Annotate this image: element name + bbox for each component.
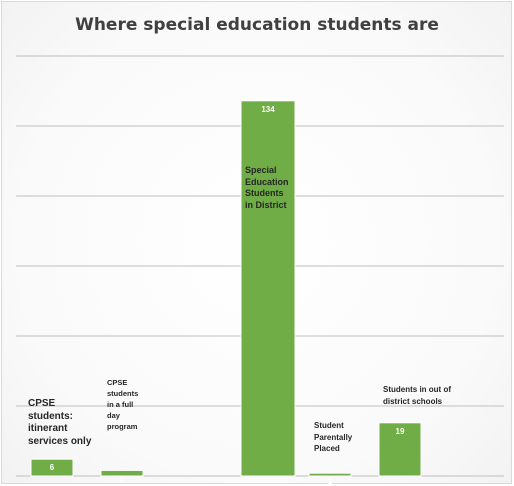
data-label-1: 2: [120, 474, 125, 483]
chart-title: Where special education students are: [75, 15, 439, 35]
data-label-3: 1: [328, 477, 333, 486]
data-label-4: 19: [396, 427, 405, 436]
bar-1: [100, 469, 144, 477]
category-label-out-of-district: Students in out of district schools: [383, 385, 451, 406]
category-label-parentally-placed: Student Parentally Placed: [314, 421, 353, 454]
category-label-cpse-itinerant: CPSE students: itinerant services only: [28, 398, 92, 447]
bar-4: [378, 422, 422, 477]
data-label-0: 6: [50, 463, 55, 472]
category-label-in-district: Special Education Students in District: [245, 165, 289, 211]
data-label-2: 134: [261, 105, 275, 114]
bar-2: [240, 100, 296, 477]
category-label-cpse-full-day: CPSE students in a full day program: [107, 378, 139, 431]
bar-3: [308, 472, 352, 477]
bar-0: [30, 458, 74, 477]
